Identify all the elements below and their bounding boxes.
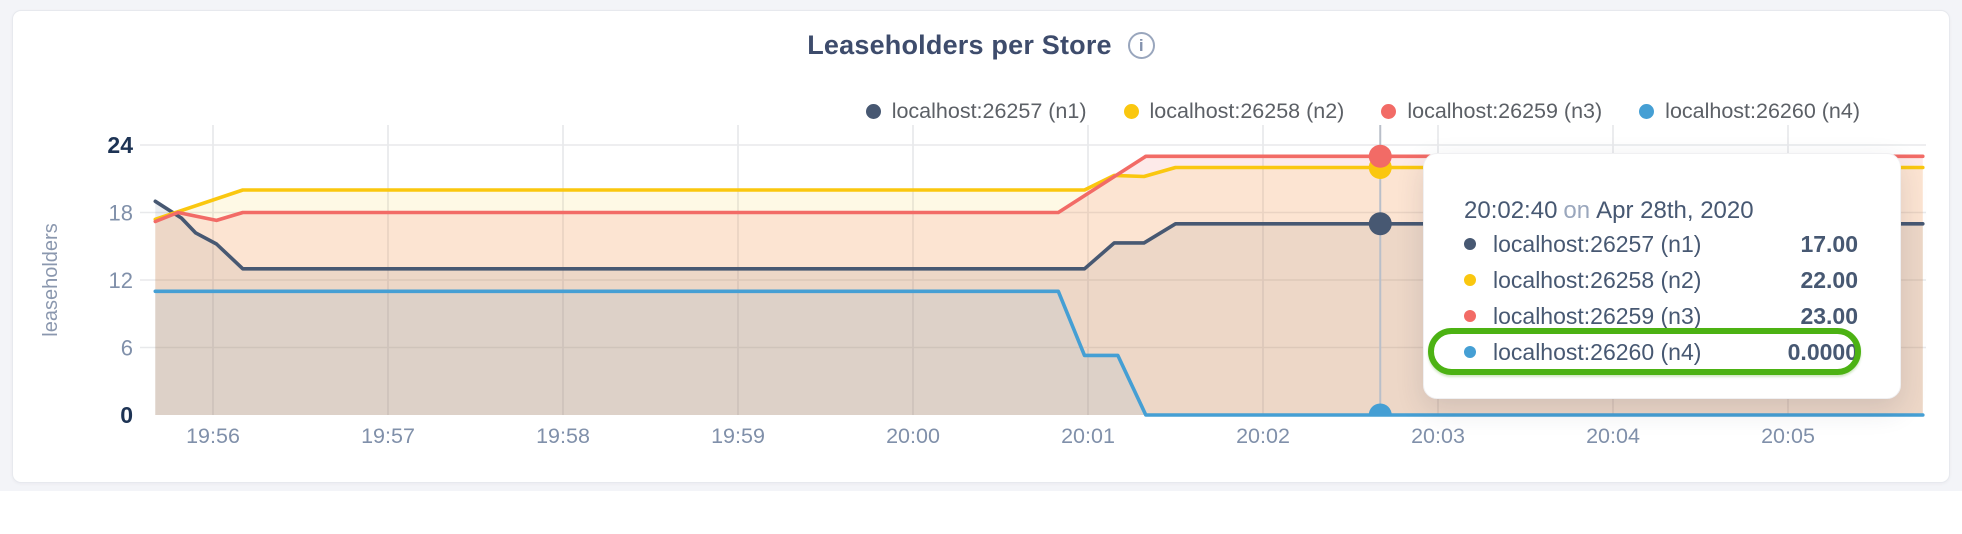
tooltip-series-label: localhost:26258 (n2) bbox=[1493, 266, 1702, 293]
legend-item-n1[interactable]: localhost:26257 (n1) bbox=[865, 99, 1087, 124]
tooltip-time: 20:02:40 bbox=[1464, 197, 1558, 224]
y-tick-label: 18 bbox=[109, 201, 133, 226]
legend-item-n4[interactable]: localhost:26260 (n4) bbox=[1639, 99, 1860, 124]
legend-dot bbox=[865, 104, 881, 119]
tooltip-series-value: 0.0000 bbox=[1787, 338, 1858, 365]
tooltip-rows: localhost:26257 (n1) 17.00 localhost:26258… bbox=[1428, 226, 1861, 375]
x-tick-label: 19:57 bbox=[361, 424, 415, 448]
series-line-n4 bbox=[153, 289, 1925, 417]
tooltip-series-value: 22.00 bbox=[1800, 266, 1858, 293]
y-axis-label: leaseholders bbox=[40, 223, 62, 336]
x-tick-label: 20:00 bbox=[886, 424, 940, 448]
legend-label: localhost:26258 (n2) bbox=[1149, 99, 1345, 123]
x-tick-label: 20:03 bbox=[1411, 424, 1465, 448]
tooltip-series-label: localhost:26259 (n3) bbox=[1493, 302, 1702, 329]
x-tick-label: 20:02 bbox=[1236, 424, 1290, 448]
chart-title: Leaseholders per Store bbox=[807, 30, 1112, 60]
tooltip-series-dot bbox=[1464, 274, 1476, 286]
tooltip-series-dot bbox=[1464, 238, 1476, 250]
hover-dot-n4 bbox=[1368, 403, 1392, 416]
tooltip-series-dot bbox=[1464, 346, 1476, 358]
legend-dot bbox=[1123, 104, 1139, 119]
chart-legend: localhost:26257 (n1) localhost:26258 (n2)… bbox=[865, 99, 1860, 124]
series-area-n4 bbox=[155, 291, 1923, 415]
tooltip-series-dot bbox=[1464, 310, 1476, 322]
x-tick-label: 19:56 bbox=[186, 424, 240, 448]
legend-label: localhost:26257 (n1) bbox=[891, 99, 1087, 123]
tooltip-date: Apr 28th, 2020 bbox=[1596, 197, 1754, 224]
hover-dots bbox=[1368, 144, 1392, 416]
y-tick-label: 12 bbox=[109, 268, 133, 293]
x-tick-label: 20:04 bbox=[1586, 424, 1640, 448]
x-tick-label: 19:59 bbox=[711, 424, 765, 448]
y-tick-label: 0 bbox=[120, 402, 133, 428]
x-tick-label: 20:05 bbox=[1761, 424, 1815, 448]
legend-item-n3[interactable]: localhost:26259 (n3) bbox=[1381, 99, 1602, 124]
tooltip-series-label: localhost:26257 (n1) bbox=[1493, 230, 1702, 257]
tooltip-row-n2: localhost:26258 (n2) 22.00 bbox=[1464, 262, 1858, 298]
chart-header: Leaseholders per Store i bbox=[0, 30, 1962, 61]
tooltip-series-value: 17.00 bbox=[1800, 230, 1858, 257]
chart-tooltip: 20:02:40 on Apr 28th, 2020 localhost:26257… bbox=[1423, 153, 1901, 399]
series-line-n1 bbox=[153, 199, 1925, 271]
y-tick-label: 6 bbox=[121, 336, 133, 361]
hover-dot-n3 bbox=[1368, 144, 1392, 168]
x-tick-label: 20:01 bbox=[1061, 424, 1115, 448]
series-line-n3 bbox=[153, 154, 1925, 224]
legend-label: localhost:26260 (n4) bbox=[1665, 99, 1860, 123]
legend-dot bbox=[1381, 104, 1397, 119]
x-tick-label: 19:58 bbox=[536, 424, 590, 448]
tooltip-row-n4: localhost:26260 (n4) 0.0000 bbox=[1428, 328, 1861, 375]
tooltip-series-value: 23.00 bbox=[1800, 302, 1858, 329]
tooltip-header: 20:02:40 on Apr 28th, 2020 bbox=[1464, 196, 1858, 226]
legend-item-n2[interactable]: localhost:26258 (n2) bbox=[1123, 99, 1345, 124]
tooltip-series-label: localhost:26260 (n4) bbox=[1493, 338, 1702, 365]
tooltip-on-word: on bbox=[1563, 197, 1591, 224]
info-icon[interactable]: i bbox=[1127, 32, 1155, 59]
y-tick-label: 24 bbox=[107, 132, 133, 158]
tooltip-row-n3: localhost:26259 (n3) 23.00 bbox=[1464, 298, 1858, 334]
legend-label: localhost:26259 (n3) bbox=[1407, 99, 1603, 123]
legend-dot bbox=[1639, 104, 1655, 119]
tooltip-row-n1: localhost:26257 (n1) 17.00 bbox=[1464, 226, 1858, 262]
hover-dot-n1 bbox=[1368, 212, 1392, 236]
